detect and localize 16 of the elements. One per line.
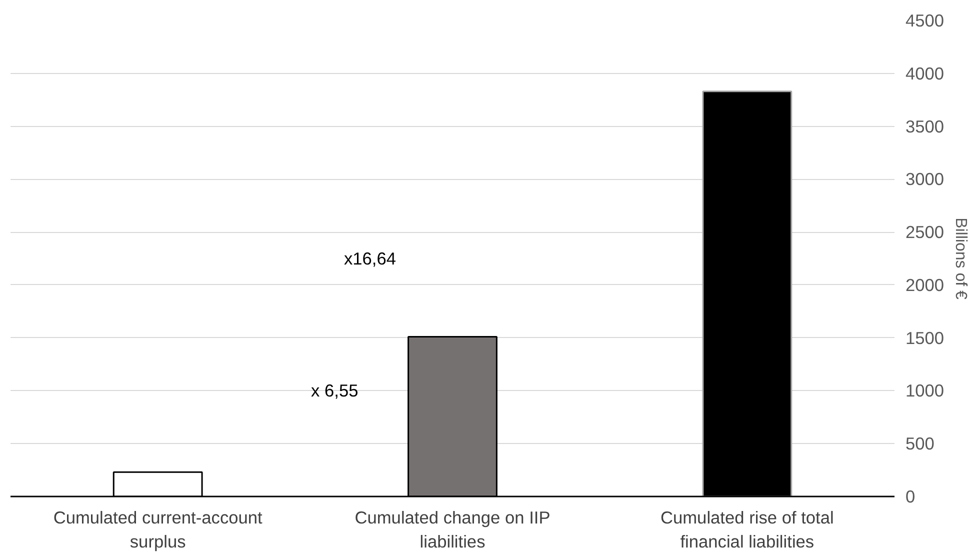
y-tick-label: 2000 (906, 274, 944, 295)
annotation: x 6,55 (311, 380, 358, 401)
y-tick-label: 0 (906, 486, 916, 506)
y-tick-label: 3500 (906, 116, 944, 136)
y-tick-label: 500 (906, 434, 934, 454)
y-tick-label: 3000 (906, 169, 944, 190)
x-tick-label: Cumulated change on IIP liabilities (354, 508, 550, 552)
y-tick-label: 4000 (906, 63, 944, 84)
x-tick-label: Cumulated rise of total financial liabilities (660, 508, 834, 552)
y-axis-title: Billions of € (952, 218, 970, 300)
y-tick-label: 2500 (906, 222, 944, 242)
y-tick-label: 1000 (906, 380, 944, 401)
y-tick-label: 4500 (906, 10, 944, 30)
annotation: x16,64 (344, 248, 396, 268)
y-tick-label: 1500 (906, 328, 944, 348)
x-tick-label: Cumulated current-account surplus (53, 508, 263, 552)
